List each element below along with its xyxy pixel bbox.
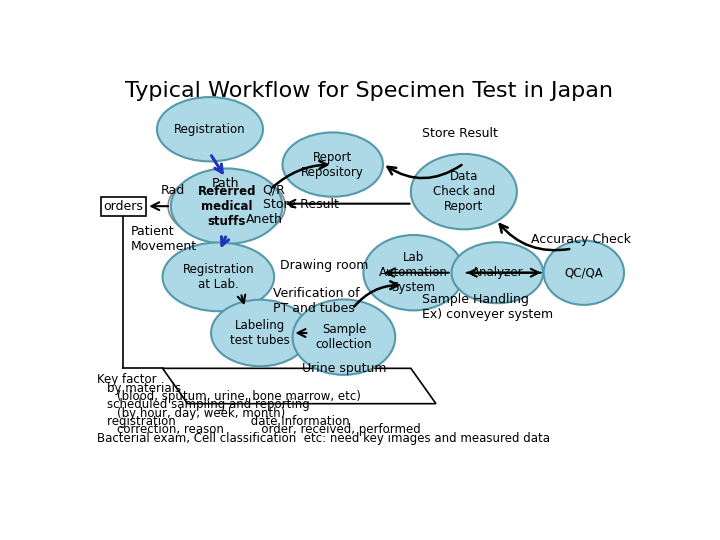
Text: correction, reason          order, received, performed: correction, reason order, received, perf… — [117, 423, 420, 436]
Text: QC/QA: QC/QA — [564, 266, 603, 279]
Text: Aneth: Aneth — [246, 213, 283, 226]
Text: Drawing room: Drawing room — [280, 259, 368, 272]
Text: Store Result: Store Result — [263, 198, 339, 211]
Text: Store Result: Store Result — [422, 127, 498, 140]
Text: Accuracy Check: Accuracy Check — [531, 233, 631, 246]
Text: Path: Path — [212, 177, 239, 190]
Text: Q/R: Q/R — [262, 183, 284, 196]
Text: Sample Handling
Ex) conveyer system: Sample Handling Ex) conveyer system — [422, 293, 553, 321]
Bar — [101, 197, 146, 216]
Text: Analyzer: Analyzer — [472, 266, 523, 279]
Ellipse shape — [364, 235, 464, 310]
Text: Typical Workflow for Specimen Test in Japan: Typical Workflow for Specimen Test in Ja… — [125, 82, 613, 102]
Text: (blood, sputum, urine, bone marrow, etc): (blood, sputum, urine, bone marrow, etc) — [117, 390, 361, 403]
Ellipse shape — [171, 168, 282, 244]
Ellipse shape — [451, 242, 543, 303]
Ellipse shape — [282, 132, 383, 197]
Ellipse shape — [292, 300, 395, 375]
Text: Patient
Movement: Patient Movement — [131, 225, 197, 253]
Text: scheduled sampling and reporting: scheduled sampling and reporting — [107, 399, 310, 411]
Text: Urine sputum: Urine sputum — [302, 362, 386, 375]
Text: Report
Repository: Report Repository — [301, 151, 364, 179]
Ellipse shape — [211, 300, 310, 366]
Text: Sample
collection: Sample collection — [315, 323, 372, 351]
Text: orders: orders — [104, 200, 143, 213]
Text: Bacterial exam, Cell classification  etc: need key images and measured data: Bacterial exam, Cell classification etc:… — [97, 431, 550, 444]
Text: Registration: Registration — [174, 123, 246, 136]
Text: Key factor: Key factor — [97, 373, 157, 386]
Text: Lab
Automation
System: Lab Automation System — [379, 251, 448, 294]
Ellipse shape — [157, 97, 263, 161]
Text: registration                    date Information: registration date Information — [107, 415, 349, 428]
Ellipse shape — [163, 242, 274, 311]
Text: Registration
at Lab.: Registration at Lab. — [183, 263, 254, 291]
Text: Rad: Rad — [161, 184, 185, 197]
Text: (by hour, day, week, month): (by hour, day, week, month) — [117, 407, 285, 420]
Text: by materials: by materials — [107, 382, 181, 395]
Ellipse shape — [544, 240, 624, 305]
Text: Data
Check and
Report: Data Check and Report — [433, 170, 495, 213]
Text: Labeling
test tubes: Labeling test tubes — [230, 319, 290, 347]
Text: Referred
medical
stuffs: Referred medical stuffs — [197, 185, 256, 228]
Ellipse shape — [411, 154, 517, 230]
Text: Verification of
PT and tubes: Verification of PT and tubes — [273, 287, 360, 315]
